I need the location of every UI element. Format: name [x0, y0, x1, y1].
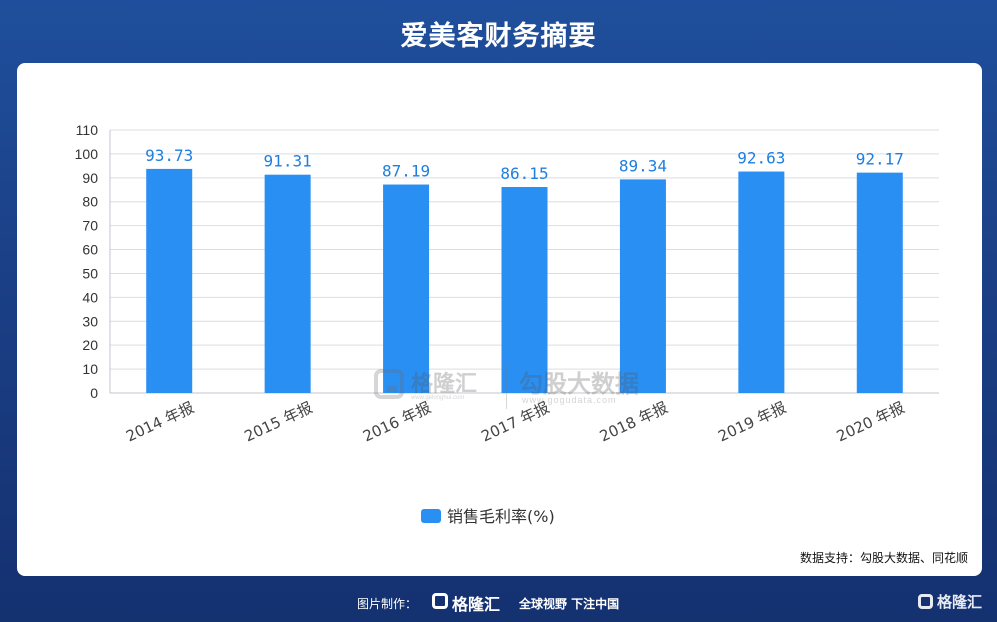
legend-label: 销售毛利率(%)	[447, 507, 555, 526]
y-tick-label: 20	[82, 337, 98, 353]
data-label: 92.63	[737, 149, 785, 168]
x-tick-label: 2019 年报	[715, 398, 789, 445]
y-tick-label: 100	[75, 146, 99, 162]
data-label: 92.17	[856, 150, 904, 169]
corner-logo-text: 格隆汇	[937, 593, 983, 611]
gelonghui-logo-icon	[432, 593, 448, 609]
x-tick-label: 2017 年报	[478, 398, 552, 445]
x-tick-label: 2020 年报	[834, 398, 908, 445]
footer-slogan: 全球视野 下注中国	[519, 597, 620, 611]
bar	[501, 187, 548, 393]
bar	[146, 168, 193, 393]
y-tick-label: 110	[76, 122, 99, 138]
bar	[619, 179, 666, 393]
data-label: 87.19	[382, 162, 430, 181]
data-label: 91.31	[264, 152, 312, 171]
y-tick-label: 40	[82, 289, 98, 305]
y-tick-label: 10	[82, 361, 98, 377]
y-tick-label: 30	[82, 313, 98, 329]
y-tick-label: 50	[82, 265, 98, 281]
y-tick-label: 60	[82, 242, 98, 258]
chart-card: 0 10 20 30 40 50 60 70 80 90 100 110 93.73 2014 年报 91.…	[17, 63, 982, 576]
bar	[383, 184, 430, 393]
y-tick-label: 70	[82, 218, 98, 234]
data-label: 86.15	[500, 164, 548, 183]
x-tick-label: 2018 年报	[597, 398, 671, 445]
legend-swatch	[421, 509, 441, 523]
x-tick-label: 2014 年报	[123, 398, 197, 445]
y-tick-label: 0	[90, 385, 98, 401]
y-tick-label: 90	[82, 170, 98, 186]
data-label: 89.34	[619, 156, 667, 175]
y-tick-label: 80	[82, 194, 98, 210]
gelonghui-logo-icon	[918, 594, 933, 609]
bar	[264, 174, 311, 393]
data-label: 93.73	[145, 146, 193, 165]
bar	[856, 172, 903, 393]
footer: 图片制作： 格隆汇 全球视野 下注中国	[0, 590, 997, 616]
page-title: 爱美客财务摘要	[400, 21, 597, 52]
bar-chart: 0 10 20 30 40 50 60 70 80 90 100 110 93.73 2014 年报 91.…	[75, 122, 939, 526]
x-tick-label: 2015 年报	[242, 398, 316, 445]
x-tick-label: 2016 年报	[360, 398, 434, 445]
footer-label: 图片制作：	[357, 597, 418, 611]
source-note: 数据支持：勾股大数据、同花顺	[799, 551, 968, 565]
footer-logo-text: 格隆汇	[452, 595, 501, 614]
bar	[738, 171, 785, 393]
